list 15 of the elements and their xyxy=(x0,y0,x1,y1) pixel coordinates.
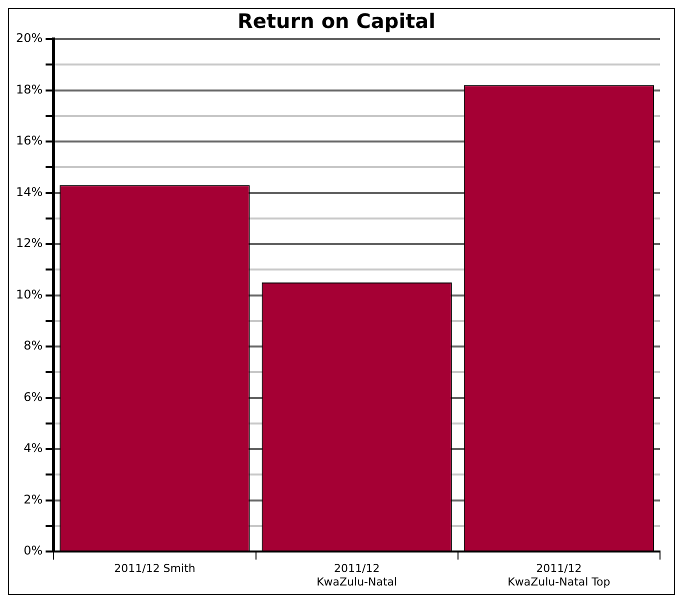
x-tick-label: 2011/12 KwaZulu-Natal Top xyxy=(508,562,610,588)
y-tick-label: 4% xyxy=(24,441,43,456)
x-tick-label: 2011/12 KwaZulu-Natal xyxy=(316,562,398,588)
chart-title: Return on Capital xyxy=(237,9,436,34)
y-tick-label: 16% xyxy=(16,134,43,148)
y-tick-label: 18% xyxy=(16,82,43,96)
x-tick-label: 2011/12 Smith xyxy=(114,562,196,576)
y-tick-label: 20% xyxy=(16,31,43,46)
y-tick-label: 14% xyxy=(16,184,43,199)
y-tick-label: 8% xyxy=(24,338,43,353)
y-tick-label: 12% xyxy=(16,236,43,250)
y-tick-label: 10% xyxy=(16,287,43,302)
y-tick-label: 0% xyxy=(24,544,43,558)
y-tick-label: 6% xyxy=(24,390,43,404)
y-tick-label: 2% xyxy=(24,492,43,506)
